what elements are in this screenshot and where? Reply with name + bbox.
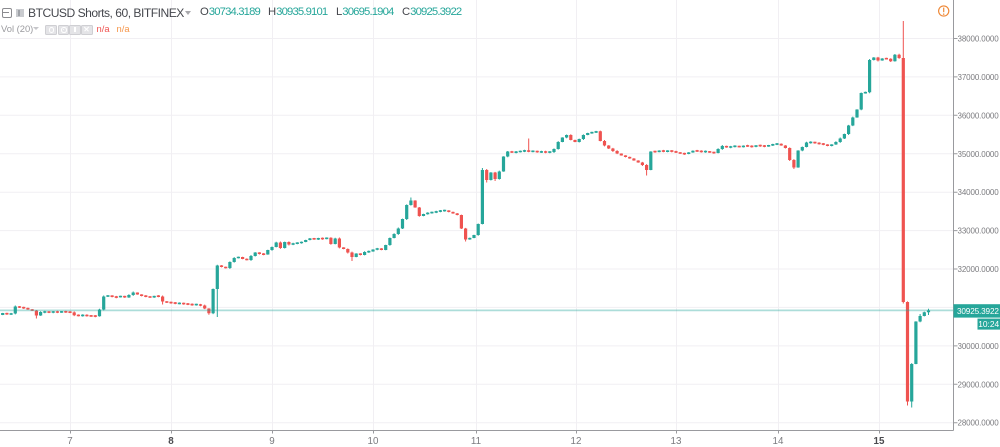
svg-text:12: 12 bbox=[571, 436, 582, 447]
svg-text:34000.0000: 34000.0000 bbox=[958, 188, 1000, 197]
svg-text:11: 11 bbox=[471, 436, 481, 447]
svg-text:36000.0000: 36000.0000 bbox=[958, 111, 1000, 120]
svg-text:37000.0000: 37000.0000 bbox=[958, 73, 1000, 82]
svg-text:38000.0000: 38000.0000 bbox=[958, 35, 1000, 44]
svg-text:15: 15 bbox=[874, 436, 885, 447]
svg-text:33000.0000: 33000.0000 bbox=[958, 227, 1000, 236]
svg-text:35000.0000: 35000.0000 bbox=[958, 150, 1000, 159]
svg-text:7: 7 bbox=[67, 436, 72, 447]
svg-text:28000.0000: 28000.0000 bbox=[958, 419, 1000, 428]
svg-text:13: 13 bbox=[671, 436, 682, 447]
svg-text:10: 10 bbox=[368, 436, 379, 447]
svg-text:8: 8 bbox=[168, 436, 174, 447]
svg-text:14: 14 bbox=[773, 436, 784, 447]
svg-text:30925.3922: 30925.3922 bbox=[957, 307, 999, 316]
svg-text:32000.0000: 32000.0000 bbox=[958, 265, 1000, 274]
svg-text:10:24: 10:24 bbox=[978, 319, 999, 329]
svg-text:29000.0000: 29000.0000 bbox=[958, 380, 1000, 389]
svg-text:30000.0000: 30000.0000 bbox=[958, 342, 1000, 351]
svg-text:9: 9 bbox=[269, 436, 274, 447]
